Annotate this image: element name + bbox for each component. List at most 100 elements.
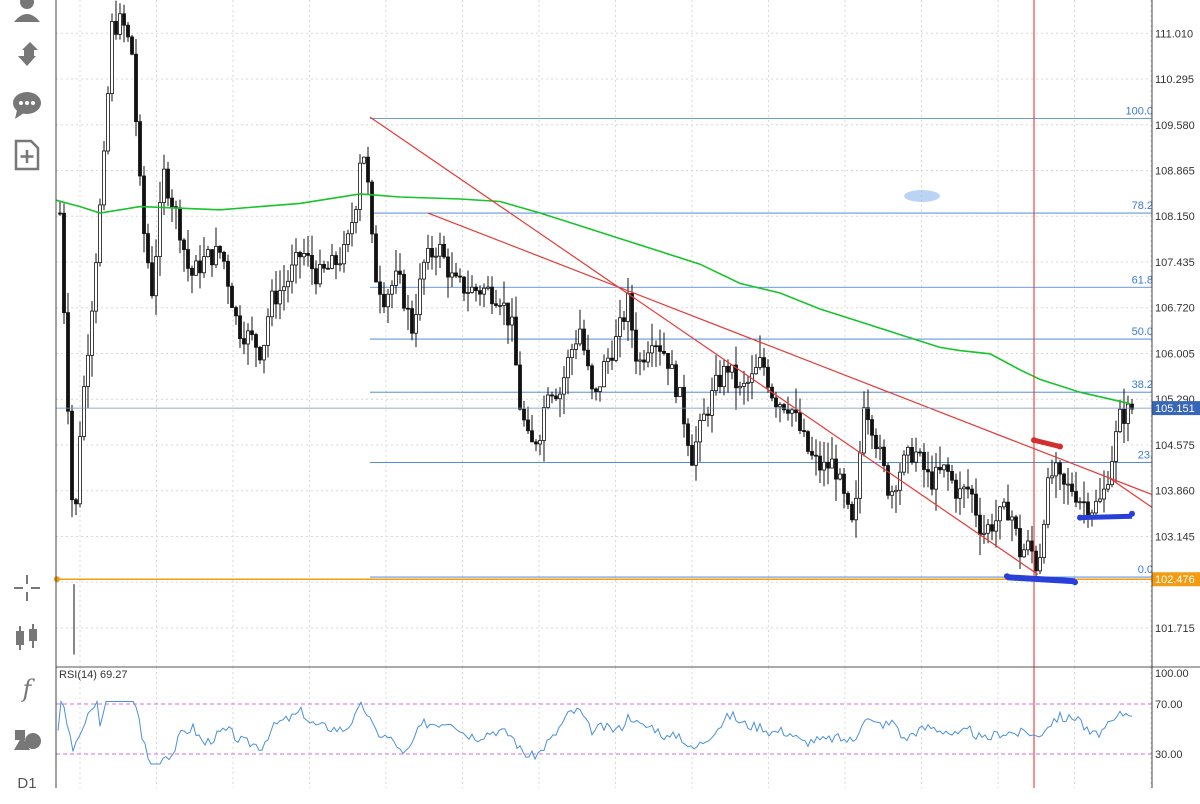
candle-body (738, 385, 742, 389)
candle-body (662, 350, 666, 354)
support-price-label: 102.476 (1155, 574, 1195, 586)
candles-icon[interactable] (10, 620, 44, 654)
candle-body (218, 246, 222, 253)
candle-body (558, 393, 562, 400)
trendline-steep (369, 116, 1039, 576)
candle-body (594, 388, 598, 392)
candle-body (874, 434, 878, 450)
candle-body (802, 430, 806, 433)
price-tick-label: 101.715 (1155, 623, 1195, 635)
candle-body (98, 204, 102, 264)
candle-body (1050, 475, 1054, 479)
blue-marker-handle (1129, 510, 1135, 517)
candle-body (914, 451, 918, 463)
candle-body (62, 212, 66, 314)
candle-body (510, 316, 514, 326)
candle-body (178, 207, 182, 241)
blue-marker (1079, 513, 1133, 521)
candle-body (338, 263, 342, 266)
candle-body (1130, 403, 1134, 410)
candle-body (1122, 408, 1126, 424)
price-tick-label: 107.435 (1155, 257, 1195, 269)
trade-icon[interactable] (10, 38, 44, 72)
candle-body (782, 404, 786, 411)
candle-body (918, 451, 922, 454)
candle-body (454, 272, 458, 277)
price-tick-label: 103.145 (1155, 531, 1195, 543)
candle-body (142, 175, 146, 235)
chart-background (56, 0, 1152, 788)
candle-body (82, 386, 86, 437)
blue-marker-handle (1077, 514, 1083, 521)
candle-body (258, 346, 262, 361)
candle-body (466, 292, 470, 294)
candle-body (490, 286, 494, 305)
price-tick-label: 109.580 (1155, 120, 1195, 132)
candle-body (86, 354, 90, 387)
candle-body (322, 264, 326, 269)
candle-body (658, 345, 662, 352)
candle-body (122, 13, 126, 26)
price-axis-background (1152, 0, 1200, 788)
candle-body (402, 273, 406, 309)
candle-body (406, 307, 410, 310)
candle-body (446, 256, 450, 278)
fibonacci-retracement[interactable]: 100.0 78.2 61.8 50.0 38.2 23. 0.0 (370, 105, 1153, 578)
candle-body (234, 307, 238, 317)
markers[interactable] (1004, 437, 1135, 586)
fib-level-label: 78.2 (1132, 200, 1153, 212)
candle-body (1030, 540, 1034, 552)
candle-body (130, 36, 134, 55)
candle-body (298, 252, 302, 258)
candle-body (66, 312, 70, 412)
fib-level-label: 23. (1138, 450, 1153, 462)
candle-body (470, 286, 474, 293)
candle-body (214, 246, 218, 266)
candle-body (938, 466, 942, 471)
candle-body (606, 357, 610, 362)
candle-body (826, 461, 830, 469)
trader-icon[interactable] (10, 0, 44, 26)
crosshair-icon[interactable] (10, 571, 44, 605)
candle-body (282, 286, 286, 292)
candle-body (238, 315, 242, 339)
candle-body (1106, 484, 1110, 490)
candle-body (94, 262, 98, 312)
candle-body (274, 290, 278, 305)
candle-body (1098, 498, 1102, 502)
candle-body (822, 461, 826, 471)
candle-body (982, 532, 986, 535)
candle-body (414, 314, 418, 334)
objects-icon[interactable] (10, 720, 44, 754)
candle-body (638, 359, 642, 362)
candle-body (878, 446, 882, 450)
chat-icon[interactable] (10, 88, 44, 122)
candle-body (642, 359, 646, 363)
candle-body (690, 445, 694, 466)
candle-body (526, 419, 530, 432)
indicators-icon[interactable]: f (10, 671, 44, 705)
candle-body (530, 430, 534, 443)
candle-body (106, 93, 110, 152)
candle-body (494, 303, 498, 306)
price-tick-label: 108.150 (1155, 211, 1195, 223)
price-tick-label: 104.575 (1155, 440, 1195, 452)
candle-body (1070, 483, 1074, 492)
candle-body (198, 260, 202, 274)
candle-body (1022, 549, 1026, 558)
candle-body (774, 397, 778, 408)
candle-body (858, 452, 862, 499)
candle-body (818, 455, 822, 471)
candle-body (990, 524, 994, 532)
fib-level-label: 0.0 (1138, 564, 1153, 576)
candle-body (846, 493, 850, 505)
new-document-icon[interactable] (10, 138, 44, 172)
rsi-tick-label: 70.00 (1155, 699, 1183, 711)
candle-body (102, 150, 106, 206)
candle-body (482, 287, 486, 295)
candle-body (686, 423, 690, 446)
candle-body (1074, 491, 1078, 503)
trendlines[interactable] (54, 0, 1153, 788)
candle-body (150, 262, 154, 297)
